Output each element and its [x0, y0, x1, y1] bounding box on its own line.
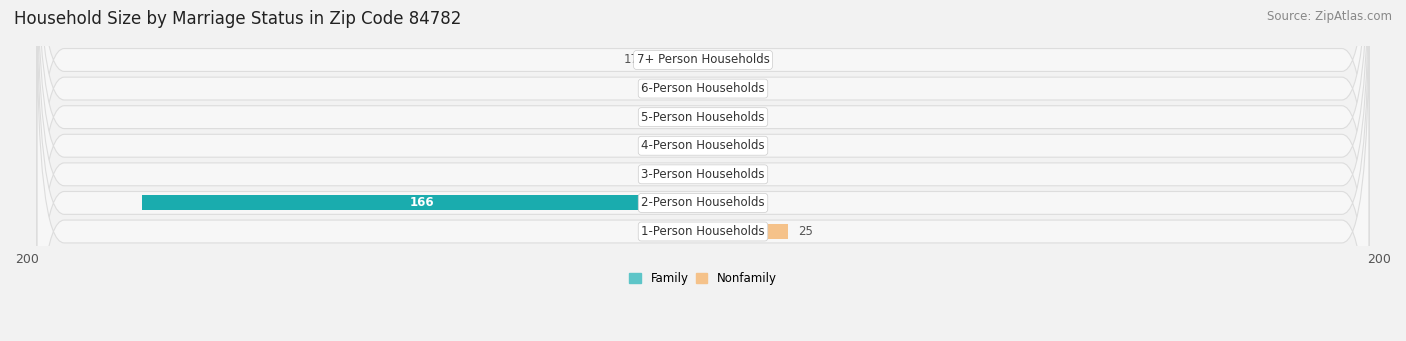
Text: 0: 0 [713, 82, 720, 95]
Text: 0: 0 [713, 111, 720, 124]
FancyBboxPatch shape [37, 0, 1369, 306]
Bar [703, 224, 787, 239]
Text: 17: 17 [624, 54, 638, 66]
Text: 6-Person Households: 6-Person Households [641, 82, 765, 95]
Text: 0: 0 [686, 111, 693, 124]
FancyBboxPatch shape [37, 0, 1369, 277]
Text: 25: 25 [797, 225, 813, 238]
Legend: Family, Nonfamily: Family, Nonfamily [624, 267, 782, 290]
Bar [645, 53, 703, 68]
Text: 7: 7 [665, 168, 672, 181]
FancyBboxPatch shape [37, 0, 1369, 335]
Bar [679, 167, 703, 182]
Text: 3-Person Households: 3-Person Households [641, 168, 765, 181]
Text: 5-Person Households: 5-Person Households [641, 111, 765, 124]
Text: 0: 0 [686, 139, 693, 152]
FancyBboxPatch shape [37, 0, 1369, 341]
Text: 4-Person Households: 4-Person Households [641, 139, 765, 152]
Text: 0: 0 [713, 139, 720, 152]
Text: 7+ Person Households: 7+ Person Households [637, 54, 769, 66]
Bar [142, 195, 703, 210]
FancyBboxPatch shape [37, 0, 1369, 341]
Text: 0: 0 [713, 54, 720, 66]
Text: 2-Person Households: 2-Person Households [641, 196, 765, 209]
Text: Household Size by Marriage Status in Zip Code 84782: Household Size by Marriage Status in Zip… [14, 10, 461, 28]
Text: Source: ZipAtlas.com: Source: ZipAtlas.com [1267, 10, 1392, 23]
Text: 0: 0 [686, 225, 693, 238]
Text: 0: 0 [713, 196, 720, 209]
Text: 0: 0 [713, 168, 720, 181]
FancyBboxPatch shape [37, 14, 1369, 341]
Text: 0: 0 [686, 82, 693, 95]
Text: 1-Person Households: 1-Person Households [641, 225, 765, 238]
FancyBboxPatch shape [37, 0, 1369, 341]
Text: 166: 166 [411, 196, 434, 209]
